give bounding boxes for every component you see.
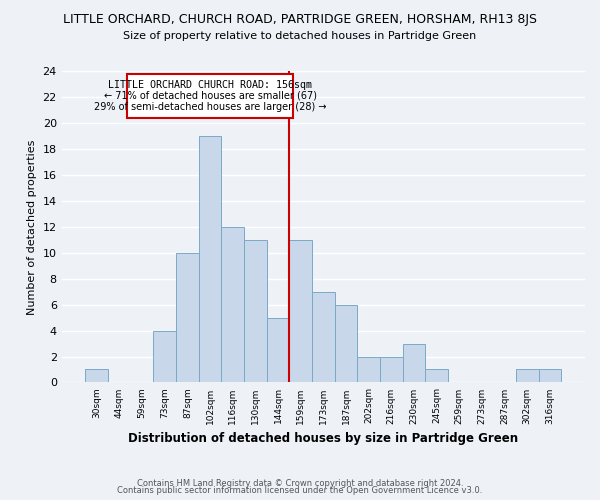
- FancyBboxPatch shape: [127, 74, 293, 118]
- Bar: [154, 330, 176, 382]
- Text: Contains HM Land Registry data © Crown copyright and database right 2024.: Contains HM Land Registry data © Crown c…: [137, 478, 463, 488]
- Text: LITTLE ORCHARD CHURCH ROAD: 156sqm: LITTLE ORCHARD CHURCH ROAD: 156sqm: [108, 80, 312, 90]
- Text: 29% of semi-detached houses are larger (28) →: 29% of semi-detached houses are larger (…: [94, 102, 326, 112]
- Text: ← 71% of detached houses are smaller (67): ← 71% of detached houses are smaller (67…: [104, 91, 317, 101]
- Bar: [221, 227, 244, 382]
- Text: Size of property relative to detached houses in Partridge Green: Size of property relative to detached ho…: [124, 31, 476, 41]
- Text: LITTLE ORCHARD, CHURCH ROAD, PARTRIDGE GREEN, HORSHAM, RH13 8JS: LITTLE ORCHARD, CHURCH ROAD, PARTRIDGE G…: [63, 12, 537, 26]
- Bar: [289, 240, 312, 382]
- Bar: [403, 344, 425, 382]
- Bar: [266, 318, 289, 382]
- Bar: [199, 136, 221, 382]
- Y-axis label: Number of detached properties: Number of detached properties: [27, 140, 37, 314]
- Text: Contains public sector information licensed under the Open Government Licence v3: Contains public sector information licen…: [118, 486, 482, 495]
- Bar: [380, 356, 403, 382]
- Bar: [312, 292, 335, 382]
- Bar: [244, 240, 266, 382]
- Bar: [335, 304, 358, 382]
- Bar: [176, 253, 199, 382]
- X-axis label: Distribution of detached houses by size in Partridge Green: Distribution of detached houses by size …: [128, 432, 518, 445]
- Bar: [539, 370, 561, 382]
- Bar: [85, 370, 108, 382]
- Bar: [516, 370, 539, 382]
- Bar: [358, 356, 380, 382]
- Bar: [425, 370, 448, 382]
